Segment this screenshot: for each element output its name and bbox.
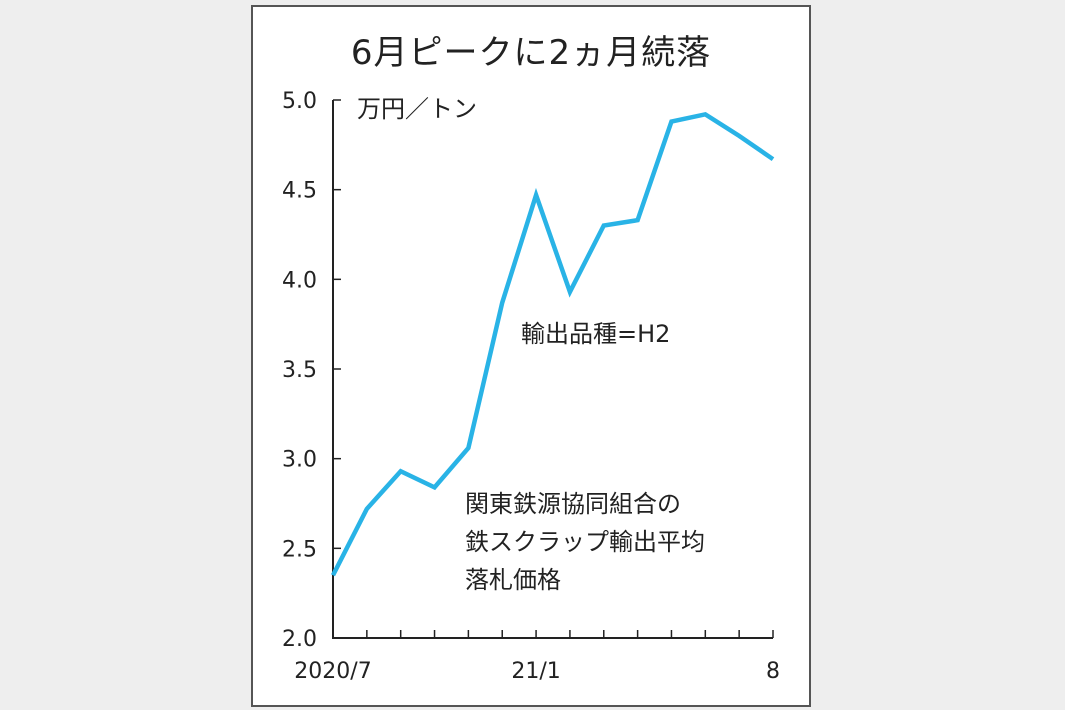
source-annotation: 関東鉄源協同組合の 鉄スクラップ輸出平均 落札価格 (465, 490, 705, 594)
y-tick-label: 2.0 (282, 627, 317, 652)
y-tick-label: 4.0 (282, 268, 317, 293)
y-tick-label: 5.0 (282, 89, 317, 114)
x-tick-label: 2020/7 (294, 659, 371, 684)
y-tick-label: 2.5 (282, 537, 317, 562)
series-line (330, 111, 775, 577)
y-tick-label: 3.5 (282, 358, 317, 383)
chart-title: 6月ピークに2ヵ月続落 (350, 33, 712, 73)
series-annotation: 輸出品種=H2 (521, 320, 671, 348)
y-tick-label: 4.5 (282, 179, 317, 204)
x-tick-label: 21/1 (511, 659, 560, 684)
y-tick-label: 3.0 (282, 448, 317, 473)
line-chart: 5.0 4.5 4.0 3.5 3.0 2.5 2.0 2020/7 21/1 8 (282, 89, 780, 684)
y-axis-unit-label: 万円／トン (357, 95, 477, 123)
x-tick-label: 8 (766, 659, 780, 684)
chart-card: 6月ピークに2ヵ月続落 万円／トン 5.0 4.5 4.0 3.5 3.0 2.5 2.0 2… (251, 5, 811, 707)
